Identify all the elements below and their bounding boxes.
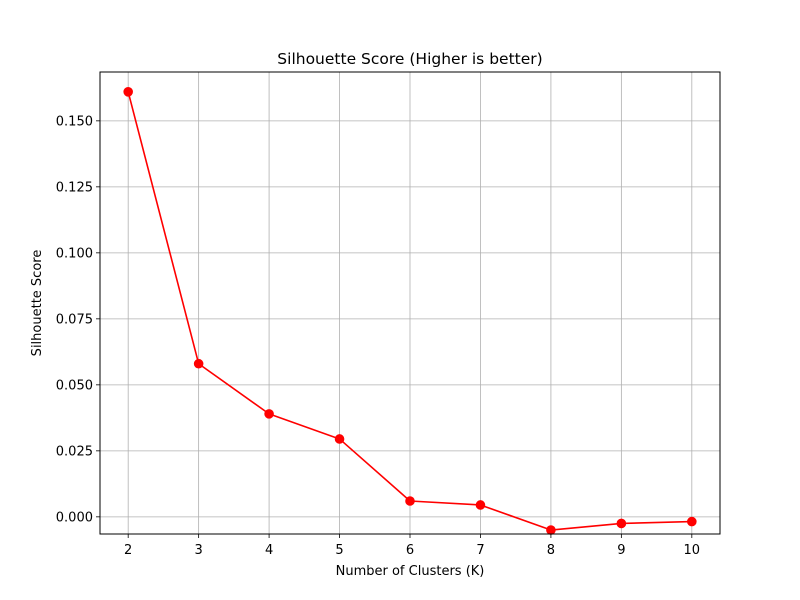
- y-tick-label: 0.075: [56, 312, 93, 327]
- grid: [100, 72, 720, 534]
- x-tick-label: 4: [265, 543, 273, 558]
- x-axis-title: Number of Clusters (K): [336, 564, 485, 579]
- data-point: [405, 496, 415, 506]
- y-tick-label: 0.050: [56, 378, 93, 393]
- y-tick-label: 0.025: [56, 444, 93, 459]
- y-tick-label: 0.125: [56, 180, 93, 195]
- x-tick-label: 9: [617, 543, 625, 558]
- chart-title: Silhouette Score (Higher is better): [277, 50, 542, 68]
- data-point: [123, 87, 133, 97]
- data-point: [334, 434, 345, 444]
- x-tick-label: 2: [124, 543, 132, 558]
- data-point: [193, 358, 204, 369]
- x-tick-label: 7: [476, 543, 484, 558]
- data-point: [616, 518, 627, 529]
- x-tick-label: 5: [335, 543, 343, 558]
- x-tick-label: 3: [194, 543, 202, 558]
- y-tick-label: 0.000: [56, 510, 93, 525]
- data-point: [475, 500, 486, 510]
- y-axis-title: Silhouette Score: [30, 250, 45, 357]
- x-tick-label: 10: [684, 543, 701, 558]
- x-tick-label: 6: [406, 543, 414, 558]
- ticks: 2 3 4 5 6 7 8 9 10 0.000 0.025 0.050 0.075 0.100 0.125…: [56, 114, 700, 558]
- data-point: [546, 525, 556, 535]
- data-point: [264, 409, 274, 419]
- data-point: [687, 516, 697, 527]
- y-tick-label: 0.100: [56, 246, 93, 261]
- x-tick-label: 8: [547, 543, 555, 558]
- y-tick-label: 0.150: [56, 114, 93, 129]
